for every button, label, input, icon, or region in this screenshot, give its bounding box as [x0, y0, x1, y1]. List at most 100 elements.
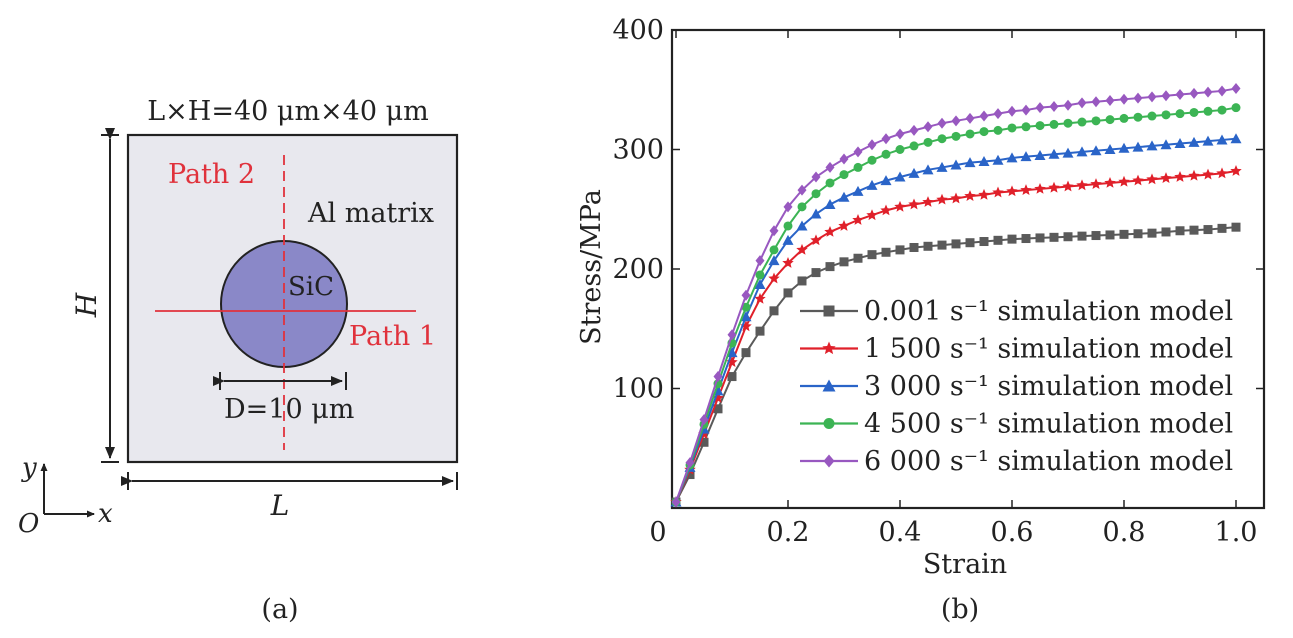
data-point: [1020, 151, 1032, 162]
data-point: [1230, 165, 1242, 176]
dimension-label: L×H=40 μm×40 μm: [147, 96, 429, 127]
data-point: [979, 110, 989, 122]
data-point: [1216, 167, 1228, 179]
data-point: [922, 164, 934, 175]
data-point: [950, 192, 962, 204]
data-point: [866, 209, 878, 221]
data-point: [1147, 228, 1157, 238]
data-point: [965, 112, 975, 124]
data-point: [1203, 106, 1213, 116]
data-point: [881, 247, 891, 257]
data-point: [936, 161, 948, 172]
data-point: [768, 255, 780, 266]
data-point: [741, 302, 751, 312]
data-point: [852, 185, 864, 196]
data-point: [880, 175, 892, 186]
x-tick-label: 0.2: [767, 517, 810, 548]
data-point: [1175, 226, 1185, 236]
data-point: [838, 219, 850, 231]
data-point: [811, 268, 821, 278]
data-point: [867, 155, 877, 165]
data-point: [1133, 229, 1143, 239]
x-tick-label: 0.4: [879, 517, 922, 548]
data-point: [1217, 85, 1227, 97]
data-point: [1048, 148, 1060, 159]
data-point: [740, 320, 752, 332]
data-point: [964, 157, 976, 168]
data-point: [755, 270, 765, 280]
data-point: [1034, 182, 1046, 194]
data-point: [1090, 145, 1102, 156]
data-point: [1048, 181, 1060, 193]
axis-y-label: y: [21, 453, 37, 483]
data-point: [909, 242, 919, 252]
legend-item: 3 000 s⁻¹ simulation model: [800, 371, 1233, 402]
data-point: [1203, 225, 1213, 235]
panel-b: 0 0.2 0.4 0.6 0.8 1.0 100 200 300 400 0.001 s⁻¹ …: [576, 15, 1266, 625]
data-point: [796, 243, 808, 255]
data-point: [852, 214, 864, 225]
data-point: [1133, 112, 1143, 122]
data-point: [908, 198, 920, 210]
data-point: [671, 496, 681, 508]
data-point: [895, 245, 905, 255]
y-tick-label: 400: [612, 15, 664, 46]
data-point: [937, 240, 947, 250]
data-point: [1161, 110, 1171, 120]
data-point: [839, 153, 849, 165]
data-point: [1035, 233, 1045, 243]
data-point: [1049, 232, 1059, 242]
data-point: [853, 146, 863, 158]
data-point: [1105, 230, 1115, 240]
x-tick-label: 1.0: [1215, 517, 1258, 548]
data-point: [1063, 232, 1073, 242]
y-axis-label: Stress/MPa: [576, 189, 607, 345]
data-point: [1006, 185, 1018, 197]
data-point: [1021, 104, 1031, 116]
axis-x-label: x: [98, 499, 113, 529]
data-point: [909, 124, 919, 136]
data-point: [880, 204, 892, 216]
data-point: [1147, 111, 1157, 121]
data-point: [782, 234, 794, 245]
data-point: [1076, 179, 1088, 191]
data-point: [1203, 86, 1213, 98]
y-tick-label: 300: [612, 135, 664, 166]
legend-marker: [823, 418, 835, 429]
data-point: [979, 127, 989, 137]
data-point: [740, 311, 752, 322]
data-point: [1035, 102, 1045, 114]
x-tick-label: 0.8: [1103, 517, 1146, 548]
data-point: [783, 221, 793, 231]
data-point: [993, 235, 1003, 245]
y-tick-label: 100: [612, 374, 664, 405]
data-point: [825, 178, 835, 188]
data-point: [769, 245, 779, 255]
data-point: [922, 196, 934, 207]
data-point: [1062, 147, 1074, 158]
data-point: [1034, 149, 1046, 160]
data-point: [866, 179, 878, 190]
data-point: [1119, 113, 1129, 123]
data-point: [951, 115, 961, 127]
data-point: [964, 190, 976, 201]
data-point: [1077, 97, 1087, 109]
data-point: [1174, 138, 1186, 149]
data-point: [1132, 141, 1144, 152]
data-point: [881, 149, 891, 159]
data-point: [1049, 100, 1059, 112]
data-point: [993, 125, 1003, 135]
data-point: [867, 250, 877, 260]
legend-marker: [822, 341, 836, 355]
data-point: [951, 131, 961, 141]
data-point: [741, 348, 751, 358]
data-point: [1063, 99, 1073, 111]
series-5: [671, 83, 1241, 508]
data-point: [755, 255, 765, 267]
data-point: [1007, 234, 1017, 244]
data-point: [965, 129, 975, 139]
data-point: [754, 292, 766, 304]
data-point: [1021, 122, 1031, 132]
data-point: [713, 371, 723, 383]
data-point: [839, 257, 849, 267]
